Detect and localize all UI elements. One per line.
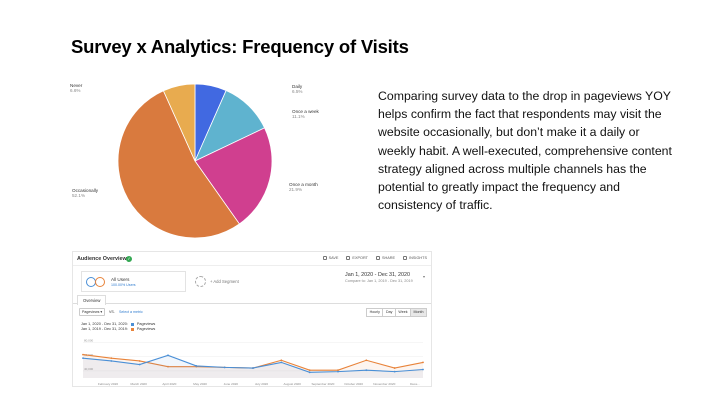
x-tick-label: July 2020: [255, 382, 269, 386]
series-2019-line-point: [337, 369, 339, 372]
legend-2020: Jan 1, 2020 - Dec 31, 2020: Pageviews: [81, 322, 156, 326]
x-tick-label: June 2020: [224, 382, 239, 386]
x-tick-label: Dece...: [410, 382, 420, 386]
pie-label-never: Never 6.6%: [70, 83, 83, 94]
survey-pie-chart: Never 6.6% Daily 6.5% Once a week 11.1% Onc…: [60, 76, 330, 246]
segment-name: All Users: [111, 277, 130, 282]
series-2019-line-point: [308, 369, 311, 372]
ga-title: Audience Overview: [77, 256, 127, 262]
insights-button[interactable]: INSIGHTS: [403, 256, 427, 260]
series-2019-line-point: [110, 357, 113, 360]
y-tick-label: 80,000: [84, 339, 94, 343]
period-month[interactable]: Month: [410, 308, 427, 317]
select-metric-link[interactable]: Select a metric: [119, 309, 143, 314]
save-icon: [322, 256, 327, 260]
chevron-down-icon[interactable]: ▾: [423, 274, 426, 279]
export-icon: [346, 256, 351, 260]
save-button[interactable]: SAVE: [322, 256, 338, 260]
series-2019-line-point: [82, 353, 84, 356]
period-day[interactable]: Day: [382, 308, 396, 317]
slide-title: Survey x Analytics: Frequency of Visits: [71, 36, 409, 57]
period-hourly[interactable]: Hourly: [366, 308, 384, 317]
x-tick-label: September 2020: [311, 382, 334, 386]
series-2019-line-point: [167, 365, 169, 368]
x-tick-label: March 2020: [131, 382, 148, 386]
series-2020-line-point: [138, 363, 141, 366]
segment-circles-icon: [86, 277, 106, 287]
series-2020-line-point: [365, 369, 368, 372]
x-tick-label: November 2020: [373, 382, 395, 386]
metric-controls: Pageviews ▾ VS. Select a metric Hourly D…: [77, 308, 429, 318]
series-2020-line-point: [393, 370, 396, 373]
series-2019-line-point: [393, 367, 396, 369]
ga-toolbar: SAVE EXPORT SHARE INSIGHTS: [322, 256, 427, 260]
chart-legend: Jan 1, 2020 - Dec 31, 2020: Pageviews Jan…: [81, 322, 155, 332]
vs-label: VS.: [109, 309, 115, 314]
ga-audience-overview-screenshot: Audience Overview ✓ SAVE EXPORT SHARE IN…: [72, 251, 432, 387]
compare-range: Compare to: Jan 1, 2019 - Dec 31, 2019: [345, 279, 413, 283]
series-2019-line-point: [280, 359, 283, 362]
period-week[interactable]: Week: [394, 308, 411, 317]
x-tick-label: May 2020: [193, 382, 207, 386]
add-segment-label: + Add Segment: [210, 279, 239, 284]
series-2019-line-point: [422, 361, 424, 364]
segment-subtitle: 100.00% Users: [111, 283, 136, 287]
add-segment-button[interactable]: + Add Segment: [193, 274, 293, 290]
segment-all-users[interactable]: All Users 100.00% Users: [81, 271, 186, 292]
metric-select[interactable]: Pageviews ▾: [79, 308, 105, 316]
series-2020-line-point: [167, 354, 169, 357]
series-2020-line-point: [280, 361, 283, 364]
legend-2019: Jan 1, 2019 - Dec 31, 2019: Pageviews: [81, 327, 156, 331]
share-icon: [375, 256, 380, 260]
share-button[interactable]: SHARE: [375, 256, 395, 260]
series-2020-line-point: [337, 370, 339, 373]
pie-label-daily: Daily 6.5%: [292, 84, 303, 95]
series-2020-line-point: [82, 357, 84, 360]
series-2020-line-point: [308, 371, 311, 374]
series-2019-line-point: [365, 359, 368, 362]
series-2019-line-point: [138, 360, 141, 362]
verified-check-icon: ✓: [126, 255, 132, 262]
export-button[interactable]: EXPORT: [346, 256, 368, 260]
pie-slice-never: [162, 83, 196, 162]
series-2020-line-point: [422, 368, 424, 371]
series-2020-line-point: [223, 366, 226, 369]
period-toggle: Hourly Day Week Month: [366, 308, 427, 317]
pie-slice-occasionally: [117, 90, 240, 239]
x-tick-label: February 2020: [98, 382, 118, 386]
ga-header: Audience Overview ✓ SAVE EXPORT SHARE IN…: [73, 252, 431, 266]
series-2020-line-point: [110, 360, 113, 362]
add-segment-circle-icon: [195, 276, 206, 287]
x-tick-label: October 2020: [344, 382, 363, 386]
pie-label-once-a-month: Once a month 21.9%: [289, 182, 318, 193]
y-tick-label: 40,000: [84, 367, 94, 371]
body-paragraph: Comparing survey data to the drop in pag…: [378, 89, 672, 213]
tab-overview[interactable]: Overview: [77, 295, 107, 305]
x-tick-label: August 2020: [284, 382, 302, 386]
series-2020-line-point: [252, 367, 254, 369]
pie-slice-once-a-month: [194, 127, 273, 225]
insights-icon: [403, 256, 408, 260]
x-tick-label: April 2020: [162, 382, 176, 386]
date-range-picker[interactable]: Jan 1, 2020 - Dec 31, 2020: [345, 272, 411, 278]
pie-label-occasionally: Occasionally 52.1%: [72, 188, 99, 199]
pie-label-once-a-week: Once a week 11.1%: [292, 109, 319, 120]
series-2020-line-point: [195, 365, 198, 367]
